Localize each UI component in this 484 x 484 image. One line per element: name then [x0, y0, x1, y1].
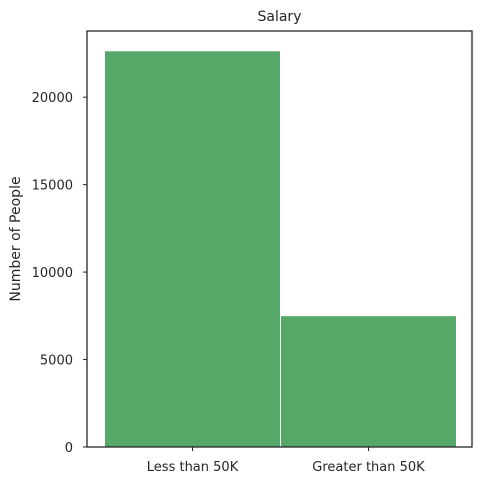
chart-title: Salary	[258, 9, 302, 25]
y-ticks-group: 0 5000 10000 15000 20000	[32, 91, 87, 456]
y-tick-label-2: 10000	[32, 266, 73, 281]
y-tick-label-4: 20000	[32, 91, 73, 106]
y-tick-label-0: 0	[65, 441, 73, 456]
y-tick-label-1: 5000	[40, 354, 73, 369]
y-tick-label-3: 15000	[32, 179, 73, 194]
x-tick-label-1: Greater than 50K	[312, 460, 425, 475]
bar-0	[105, 51, 281, 447]
y-axis-label: Number of People	[8, 176, 24, 301]
bars-group	[105, 51, 457, 447]
x-ticks-group: Less than 50K Greater than 50K	[147, 447, 425, 475]
bar-1	[281, 316, 457, 447]
x-tick-label-0: Less than 50K	[147, 460, 239, 475]
